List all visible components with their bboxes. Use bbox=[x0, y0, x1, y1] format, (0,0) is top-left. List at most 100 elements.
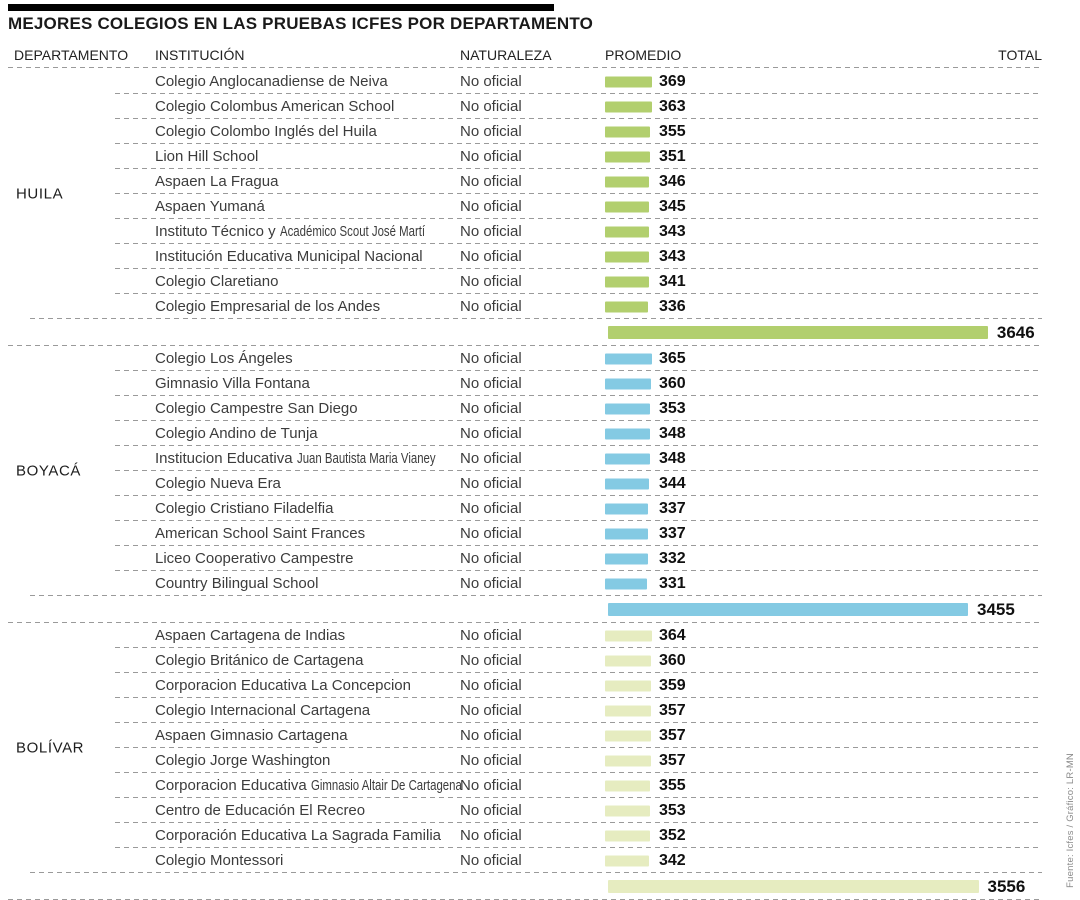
institution-cell: Aspaen Yumaná bbox=[155, 198, 460, 215]
promedio-bar bbox=[605, 755, 651, 766]
institution-cell: Colegio Claretiano bbox=[155, 273, 460, 290]
promedio-cell: 357 bbox=[605, 748, 1042, 773]
table-row: Colegio Nueva Era No oficial 344 bbox=[0, 471, 1042, 496]
promedio-bar bbox=[605, 805, 651, 816]
promedio-bar bbox=[605, 276, 649, 287]
institution-name: Colegio Andino de Tunja bbox=[155, 425, 318, 442]
institution-name: Liceo Cooperativo Campestre bbox=[155, 550, 354, 567]
promedio-cell: 357 bbox=[605, 698, 1042, 723]
table-row: Colegio Internacional Cartagena No oficia… bbox=[0, 698, 1042, 723]
institution-name: Colegio Cristiano Filadelfia bbox=[155, 500, 334, 517]
table-row: Colegio Colombus American School No ofici… bbox=[0, 94, 1042, 119]
promedio-bar bbox=[605, 680, 651, 691]
promedio-bar bbox=[605, 553, 648, 564]
institution-cell: Country Bilingual School bbox=[155, 575, 460, 592]
promedio-bar bbox=[605, 528, 649, 539]
promedio-cell: 337 bbox=[605, 496, 1042, 521]
promedio-cell: 342 bbox=[605, 848, 1042, 873]
institution-name: Colegio Claretiano bbox=[155, 273, 279, 290]
table-row: Corporacion Educativa Gimnasio Altair De… bbox=[0, 773, 1042, 798]
institution-name: Colegio Anglocanadiense de Neiva bbox=[155, 73, 388, 90]
promedio-cell: 352 bbox=[605, 823, 1042, 848]
promedio-bar bbox=[605, 705, 651, 716]
total-row: 3455 bbox=[0, 596, 1042, 623]
promedio-cell: 344 bbox=[605, 471, 1042, 496]
institution-name: Instituto Técnico y bbox=[155, 223, 280, 240]
table-row: Aspaen Cartagena de Indias No oficial 364 bbox=[0, 623, 1042, 648]
promedio-cell: 353 bbox=[605, 396, 1042, 421]
institution-name: Colegio Colombus American School bbox=[155, 98, 395, 115]
institution-cell: Institución Educativa Municipal Nacional bbox=[155, 248, 460, 265]
nature-label: No oficial bbox=[460, 677, 522, 694]
table-row: American School Saint Frances No oficial 3… bbox=[0, 521, 1042, 546]
promedio-bar bbox=[605, 830, 651, 841]
promedio-bar bbox=[605, 126, 651, 137]
institution-name: Gimnasio Villa Fontana bbox=[155, 375, 310, 392]
institution-cell: Colegio Empresarial de los Andes bbox=[155, 298, 460, 315]
column-header-institucion: INSTITUCIÓN bbox=[155, 47, 245, 63]
promedio-cell: 359 bbox=[605, 673, 1042, 698]
nature-label: No oficial bbox=[460, 223, 522, 240]
institution-name: Colegio Internacional Cartagena bbox=[155, 702, 371, 719]
institution-cell: Colegio Colombus American School bbox=[155, 98, 460, 115]
promedio-value: 363 bbox=[659, 97, 686, 115]
promedio-bar bbox=[605, 251, 649, 262]
promedio-bar bbox=[605, 730, 651, 741]
nature-label: No oficial bbox=[460, 173, 522, 190]
promedio-value: 369 bbox=[659, 72, 686, 90]
institution-name: Aspaen Yumaná bbox=[155, 198, 265, 215]
total-row: 3556 bbox=[0, 873, 1042, 900]
table-row: Colegio Montessori No oficial 342 bbox=[0, 848, 1042, 873]
institution-cell: Corporación Educativa La Sagrada Familia bbox=[155, 827, 460, 844]
institution-name: Corporacion Educativa bbox=[155, 777, 311, 794]
nature-label: No oficial bbox=[460, 98, 522, 115]
promedio-bar bbox=[605, 226, 649, 237]
institution-cell: Colegio Anglocanadiense de Neiva bbox=[155, 73, 460, 90]
department-label: BOYACÁ bbox=[16, 462, 82, 480]
promedio-cell: 348 bbox=[605, 446, 1042, 471]
promedio-cell: 369 bbox=[605, 69, 1042, 94]
nature-label: No oficial bbox=[460, 298, 522, 315]
nature-label: No oficial bbox=[460, 350, 522, 367]
institution-name-condensed: Académico Scout José Martí bbox=[279, 223, 425, 240]
institution-name: Lion Hill School bbox=[155, 148, 259, 165]
table-row: Colegio Anglocanadiense de Neiva No ofici… bbox=[0, 69, 1042, 94]
promedio-bar bbox=[605, 655, 652, 666]
promedio-value: 359 bbox=[659, 676, 686, 694]
column-header-total: TOTAL bbox=[998, 47, 1042, 63]
nature-label: No oficial bbox=[460, 375, 522, 392]
promedio-cell: 353 bbox=[605, 798, 1042, 823]
promedio-bar bbox=[605, 630, 652, 641]
department-group: Colegio Los Ángeles No oficial 365 Gimnasio… bbox=[0, 346, 1042, 623]
promedio-bar bbox=[605, 201, 650, 212]
promedio-bar bbox=[605, 478, 649, 489]
nature-label: No oficial bbox=[460, 727, 522, 744]
nature-label: No oficial bbox=[460, 248, 522, 265]
title-rule bbox=[8, 4, 554, 11]
promedio-cell: 337 bbox=[605, 521, 1042, 546]
promedio-value: 344 bbox=[659, 474, 686, 492]
nature-label: No oficial bbox=[460, 198, 522, 215]
table-row: Corporacion Educativa La Concepcion No of… bbox=[0, 673, 1042, 698]
promedio-cell: 343 bbox=[605, 244, 1042, 269]
nature-label: No oficial bbox=[460, 525, 522, 542]
institution-cell: Colegio Andino de Tunja bbox=[155, 425, 460, 442]
promedio-cell: 351 bbox=[605, 144, 1042, 169]
institution-name: Colegio Nueva Era bbox=[155, 475, 281, 492]
promedio-bar bbox=[605, 578, 648, 589]
department-label: BOLÍVAR bbox=[16, 739, 85, 757]
promedio-bar bbox=[605, 151, 650, 162]
promedio-value: 353 bbox=[659, 399, 686, 417]
promedio-cell: 365 bbox=[605, 346, 1042, 371]
promedio-cell: 360 bbox=[605, 371, 1042, 396]
promedio-cell: 363 bbox=[605, 94, 1042, 119]
institution-cell: Colegio Cristiano Filadelfia bbox=[155, 500, 460, 517]
total-value: 3646 bbox=[996, 322, 1035, 342]
table-body: Colegio Anglocanadiense de Neiva No ofici… bbox=[0, 69, 1042, 900]
institution-cell: Lion Hill School bbox=[155, 148, 460, 165]
promedio-cell: 341 bbox=[605, 269, 1042, 294]
total-value: 3455 bbox=[977, 599, 1015, 619]
promedio-value: 357 bbox=[659, 751, 686, 769]
promedio-value: 341 bbox=[659, 272, 686, 290]
column-header-right: PROMEDIO TOTAL bbox=[605, 47, 1042, 63]
